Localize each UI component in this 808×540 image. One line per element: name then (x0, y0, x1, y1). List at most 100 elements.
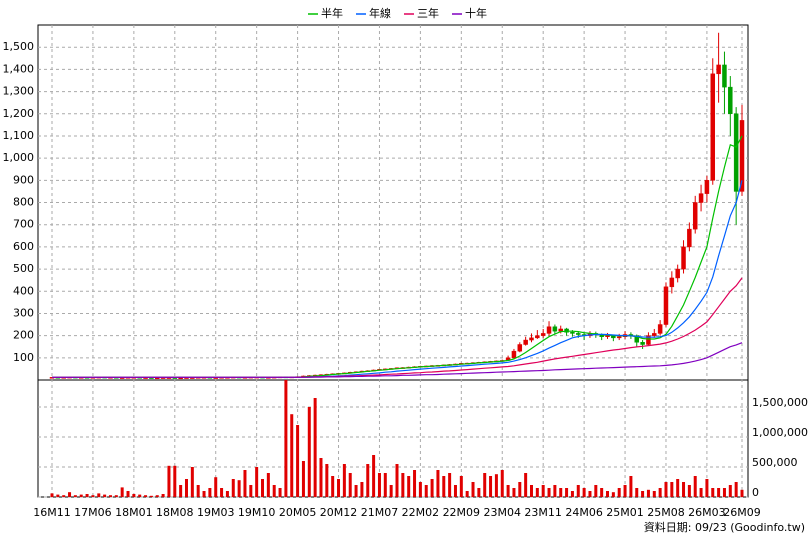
candle-body (546, 326, 552, 334)
volume-bar (149, 495, 153, 497)
volume-bar (436, 470, 440, 497)
volume-bar (190, 467, 194, 497)
volume-bar (641, 491, 645, 497)
volume-bar (296, 425, 300, 497)
candle-body (657, 324, 663, 334)
volume-bar (319, 458, 323, 497)
volume-bar (407, 476, 411, 497)
x-tick-label: 25M01 (606, 506, 644, 519)
volume-bar (184, 479, 188, 497)
legend-label: 三年 (417, 6, 439, 20)
volume-bar (658, 488, 662, 497)
candle-body (523, 339, 528, 345)
volume-bar (524, 473, 528, 497)
volume-bar (682, 482, 686, 497)
y-tick-label: 600 (13, 240, 34, 253)
x-tick-label: 18M08 (156, 506, 194, 519)
candle-body (739, 120, 745, 192)
candle-body (511, 350, 517, 359)
x-tick-label: 19M03 (197, 506, 235, 519)
ma-line (52, 342, 743, 378)
candle-body (698, 193, 704, 203)
volume-bar (623, 485, 627, 497)
y2-tick-label: 0 (752, 486, 759, 499)
volume-bar (500, 470, 504, 497)
candle-body (634, 335, 639, 343)
volume-bar (506, 485, 510, 497)
volume-bar (646, 489, 650, 497)
volume-bar (56, 494, 60, 497)
y-tick-label: 800 (13, 196, 34, 209)
volume-bar (225, 491, 229, 497)
volume-bar (453, 485, 457, 497)
volume-bar (161, 494, 165, 497)
volume-bar (108, 495, 112, 497)
volume-bar (377, 473, 381, 497)
candle-body (605, 335, 610, 337)
volume-bar (570, 491, 574, 497)
plot-frame (37, 24, 749, 498)
volume-bar (494, 474, 498, 497)
y-tick-label: 900 (13, 173, 34, 186)
volume-bar (372, 455, 376, 497)
volume-bar (208, 488, 212, 497)
y-tick-label: 400 (13, 284, 34, 297)
candle-body (710, 73, 716, 181)
candle-body (728, 86, 733, 114)
x-tick-label: 24M06 (565, 506, 603, 519)
volume-bar (331, 476, 335, 497)
candle-body (687, 228, 692, 248)
volume-bar (132, 494, 136, 497)
volume-bar (266, 473, 270, 497)
y-tick-label: 1,000 (3, 151, 35, 164)
volume-bar (237, 480, 241, 497)
volume-bar (740, 489, 744, 497)
candle-body (535, 335, 540, 339)
volume-bar (389, 485, 393, 497)
y-tick-label: 700 (13, 218, 34, 231)
volume-bar (629, 476, 633, 497)
volume-bar (284, 380, 288, 497)
candle-body (517, 344, 523, 352)
volume-bar (383, 473, 387, 497)
volume-bar (278, 488, 282, 497)
volume-bar (85, 494, 89, 497)
volume-bar (459, 476, 463, 497)
volume-bar (664, 482, 668, 497)
volume-bar (173, 465, 177, 497)
volume-bar (448, 473, 452, 497)
y-tick-label: 1,200 (3, 107, 35, 120)
candle-body (681, 246, 686, 270)
candle-body (722, 64, 727, 88)
candle-body (646, 335, 651, 345)
volume-bar (155, 495, 159, 497)
candle-body (704, 180, 710, 194)
candle-body (552, 326, 558, 332)
volume-bar (424, 485, 428, 497)
volume-bar (249, 485, 253, 497)
volume-bar (734, 482, 738, 497)
y-tick-label: 100 (13, 351, 34, 364)
volume-bar (103, 494, 107, 497)
volume-bar (565, 488, 569, 497)
source-note: 資料日期: 09/23 (Goodinfo.tw) (644, 520, 805, 534)
volume-bar (529, 485, 533, 497)
volume-bar (401, 473, 405, 497)
x-tick-label: 26M03 (688, 506, 726, 519)
volume-bar (313, 398, 317, 497)
volume-bar (611, 492, 615, 497)
y-tick-label: 1,500 (3, 40, 35, 53)
volume-bar (489, 476, 493, 497)
y-tick-label: 1,100 (3, 129, 35, 142)
candle-body (540, 333, 546, 336)
volume-bar (220, 488, 224, 497)
volume-bar (687, 485, 691, 497)
x-tick-label: 25M08 (647, 506, 685, 519)
volume-bar (114, 495, 118, 497)
candle-body (733, 113, 739, 192)
candle-body (640, 342, 645, 345)
volume-bar (138, 494, 142, 497)
volume-bar (728, 485, 732, 497)
volume-bar (652, 491, 656, 497)
